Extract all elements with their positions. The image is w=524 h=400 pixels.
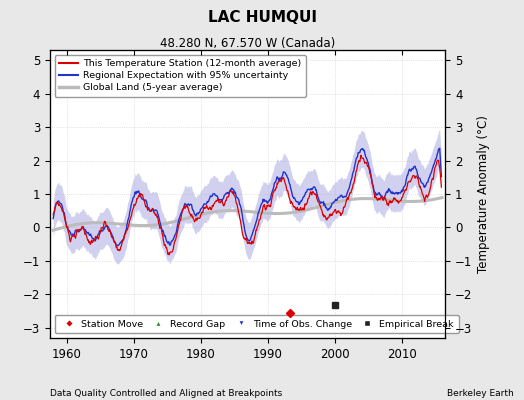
- Legend: Station Move, Record Gap, Time of Obs. Change, Empirical Break: Station Move, Record Gap, Time of Obs. C…: [54, 315, 458, 333]
- Y-axis label: Temperature Anomaly (°C): Temperature Anomaly (°C): [477, 115, 489, 273]
- Text: Berkeley Earth: Berkeley Earth: [447, 389, 514, 398]
- Title: 48.280 N, 67.570 W (Canada): 48.280 N, 67.570 W (Canada): [160, 37, 335, 50]
- Text: Data Quality Controlled and Aligned at Breakpoints: Data Quality Controlled and Aligned at B…: [50, 389, 282, 398]
- Text: LAC HUMQUI: LAC HUMQUI: [208, 10, 316, 25]
